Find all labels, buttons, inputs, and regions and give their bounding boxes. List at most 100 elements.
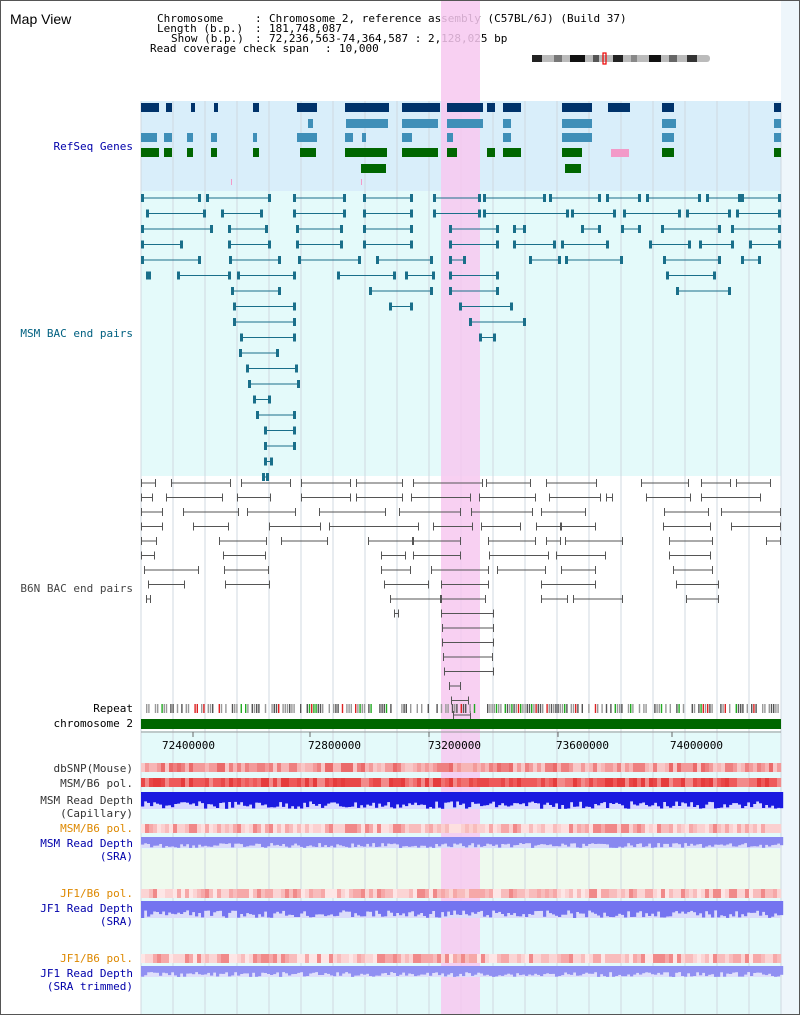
refseq-gene[interactable] bbox=[402, 103, 440, 112]
refseq-gene[interactable] bbox=[141, 148, 159, 157]
msm-b6-pol-2-cell bbox=[501, 824, 506, 833]
refseq-gene[interactable] bbox=[253, 103, 259, 112]
refseq-gene[interactable] bbox=[211, 148, 217, 157]
refseq-gene[interactable] bbox=[487, 148, 495, 157]
track-label-msm-bac[interactable]: MSM BAC end pairs bbox=[20, 327, 133, 340]
refseq-gene[interactable] bbox=[608, 103, 630, 112]
refseq-gene[interactable] bbox=[774, 103, 781, 112]
refseq-gene[interactable] bbox=[447, 119, 483, 128]
jf1-b6-pol-cell bbox=[485, 889, 490, 898]
track-label-msm-read-depth-cap[interactable]: MSM Read Depth bbox=[40, 794, 133, 807]
refseq-gene[interactable] bbox=[300, 148, 316, 157]
jf1-depth-trim-bar bbox=[321, 966, 325, 975]
repeat-element bbox=[161, 704, 163, 713]
jf1-b6-pol-2-cell bbox=[773, 954, 778, 963]
refseq-gene[interactable] bbox=[346, 119, 388, 128]
refseq-gene[interactable] bbox=[362, 133, 366, 142]
track-label-msm-b6-pol-1[interactable]: MSM/B6 pol. bbox=[60, 777, 133, 790]
b6n-bac-end-pairs-track[interactable] bbox=[141, 479, 781, 719]
refseq-gene[interactable] bbox=[565, 164, 581, 173]
refseq-gene[interactable] bbox=[253, 148, 259, 157]
refseq-gene[interactable] bbox=[187, 133, 193, 142]
refseq-gene[interactable] bbox=[211, 133, 217, 142]
refseq-gene[interactable] bbox=[662, 148, 674, 157]
msm-depth-cap-bar bbox=[741, 792, 745, 809]
refseq-gene[interactable] bbox=[191, 103, 195, 112]
refseq-gene[interactable] bbox=[166, 103, 172, 112]
refseq-gene[interactable] bbox=[774, 148, 781, 157]
refseq-gene[interactable] bbox=[297, 103, 317, 112]
b6n-bac-end bbox=[686, 595, 687, 603]
refseq-gene[interactable] bbox=[297, 133, 317, 142]
highlight-region[interactable] bbox=[441, 1, 480, 1014]
repeat-track[interactable] bbox=[146, 704, 779, 713]
refseq-gene[interactable] bbox=[345, 103, 389, 112]
jf1-b6-pol-2-cell bbox=[333, 954, 338, 963]
refseq-gene[interactable] bbox=[562, 103, 592, 112]
refseq-gene[interactable] bbox=[662, 103, 674, 112]
msm-bac-end bbox=[463, 256, 466, 264]
msm-bac-end bbox=[778, 209, 781, 218]
heatmap-tracks[interactable] bbox=[141, 763, 784, 977]
refseq-gene[interactable] bbox=[402, 119, 438, 128]
track-label-jf1-read-depth-trim[interactable]: JF1 Read Depth bbox=[40, 967, 133, 980]
msm-depth-sra-bar bbox=[237, 837, 241, 844]
refseq-gene[interactable] bbox=[774, 119, 781, 128]
track-label-jf1-b6-pol-2[interactable]: JF1/B6 pol. bbox=[60, 952, 133, 965]
msm-b6-pol-2-cell bbox=[489, 824, 494, 833]
chromosome-ideogram[interactable] bbox=[532, 52, 710, 65]
refseq-gene[interactable] bbox=[141, 133, 157, 142]
repeat-element bbox=[702, 704, 704, 713]
msm-b6-pol-cell bbox=[233, 778, 238, 787]
dbsnp-cell bbox=[617, 763, 622, 772]
refseq-gene[interactable] bbox=[253, 133, 257, 142]
msm-bac-end-pairs-track[interactable] bbox=[141, 194, 781, 481]
refseq-gene[interactable] bbox=[164, 148, 172, 157]
refseq-gene[interactable] bbox=[447, 133, 453, 142]
jf1-depth-sra-bar bbox=[480, 901, 484, 911]
track-label-jf1-read-depth-sra[interactable]: JF1 Read Depth bbox=[40, 902, 133, 915]
refseq-gene[interactable] bbox=[345, 148, 387, 157]
refseq-gene[interactable] bbox=[187, 148, 193, 157]
refseq-gene[interactable] bbox=[503, 133, 511, 142]
refseq-gene[interactable] bbox=[164, 133, 172, 142]
msm-depth-cap-bar bbox=[279, 792, 283, 803]
refseq-gene[interactable] bbox=[361, 164, 386, 173]
jf1-b6-pol-cell bbox=[237, 889, 242, 898]
refseq-gene[interactable] bbox=[503, 148, 521, 157]
refseq-gene[interactable] bbox=[402, 148, 438, 157]
refseq-gene[interactable] bbox=[447, 103, 483, 112]
refseq-gene[interactable] bbox=[308, 119, 313, 128]
track-label-msm-read-depth-sra[interactable]: MSM Read Depth bbox=[40, 837, 133, 850]
refseq-gene[interactable] bbox=[562, 148, 582, 157]
msm-bac-end bbox=[405, 271, 408, 280]
track-label-b6n-bac[interactable]: B6N BAC end pairs bbox=[20, 582, 133, 595]
refseq-gene-highlight[interactable] bbox=[611, 149, 629, 157]
chromosome-bar[interactable] bbox=[141, 719, 781, 729]
track-label-refseq[interactable]: RefSeq Genes bbox=[53, 140, 133, 153]
refseq-gene[interactable] bbox=[662, 119, 676, 128]
b6n-bac-end bbox=[444, 667, 445, 676]
refseq-gene[interactable] bbox=[487, 103, 495, 112]
refseq-gene[interactable] bbox=[503, 103, 521, 112]
refseq-gene[interactable] bbox=[214, 103, 218, 112]
track-label-dbsnp[interactable]: dbSNP(Mouse) bbox=[53, 762, 133, 775]
refseq-gene[interactable] bbox=[774, 133, 781, 142]
track-label-repeat[interactable]: Repeat bbox=[93, 702, 133, 715]
refseq-gene[interactable] bbox=[562, 119, 592, 128]
refseq-gene[interactable] bbox=[402, 133, 412, 142]
refseq-gene[interactable] bbox=[141, 103, 159, 112]
repeat-element bbox=[504, 704, 506, 713]
refseq-gene[interactable] bbox=[503, 119, 511, 128]
refseq-gene[interactable] bbox=[662, 133, 674, 142]
refseq-gene[interactable] bbox=[562, 133, 592, 142]
refseq-gene[interactable] bbox=[447, 148, 457, 157]
refseq-genes-track[interactable] bbox=[141, 103, 781, 185]
track-label-msm-b6-pol-2[interactable]: MSM/B6 pol. bbox=[60, 822, 133, 835]
msm-b6-pol-cell bbox=[425, 778, 430, 787]
b6n-bac-end bbox=[701, 493, 702, 502]
refseq-gene[interactable] bbox=[345, 133, 353, 142]
msm-depth-sra-bar bbox=[165, 837, 169, 846]
track-label-jf1-b6-pol-1[interactable]: JF1/B6 pol. bbox=[60, 887, 133, 900]
